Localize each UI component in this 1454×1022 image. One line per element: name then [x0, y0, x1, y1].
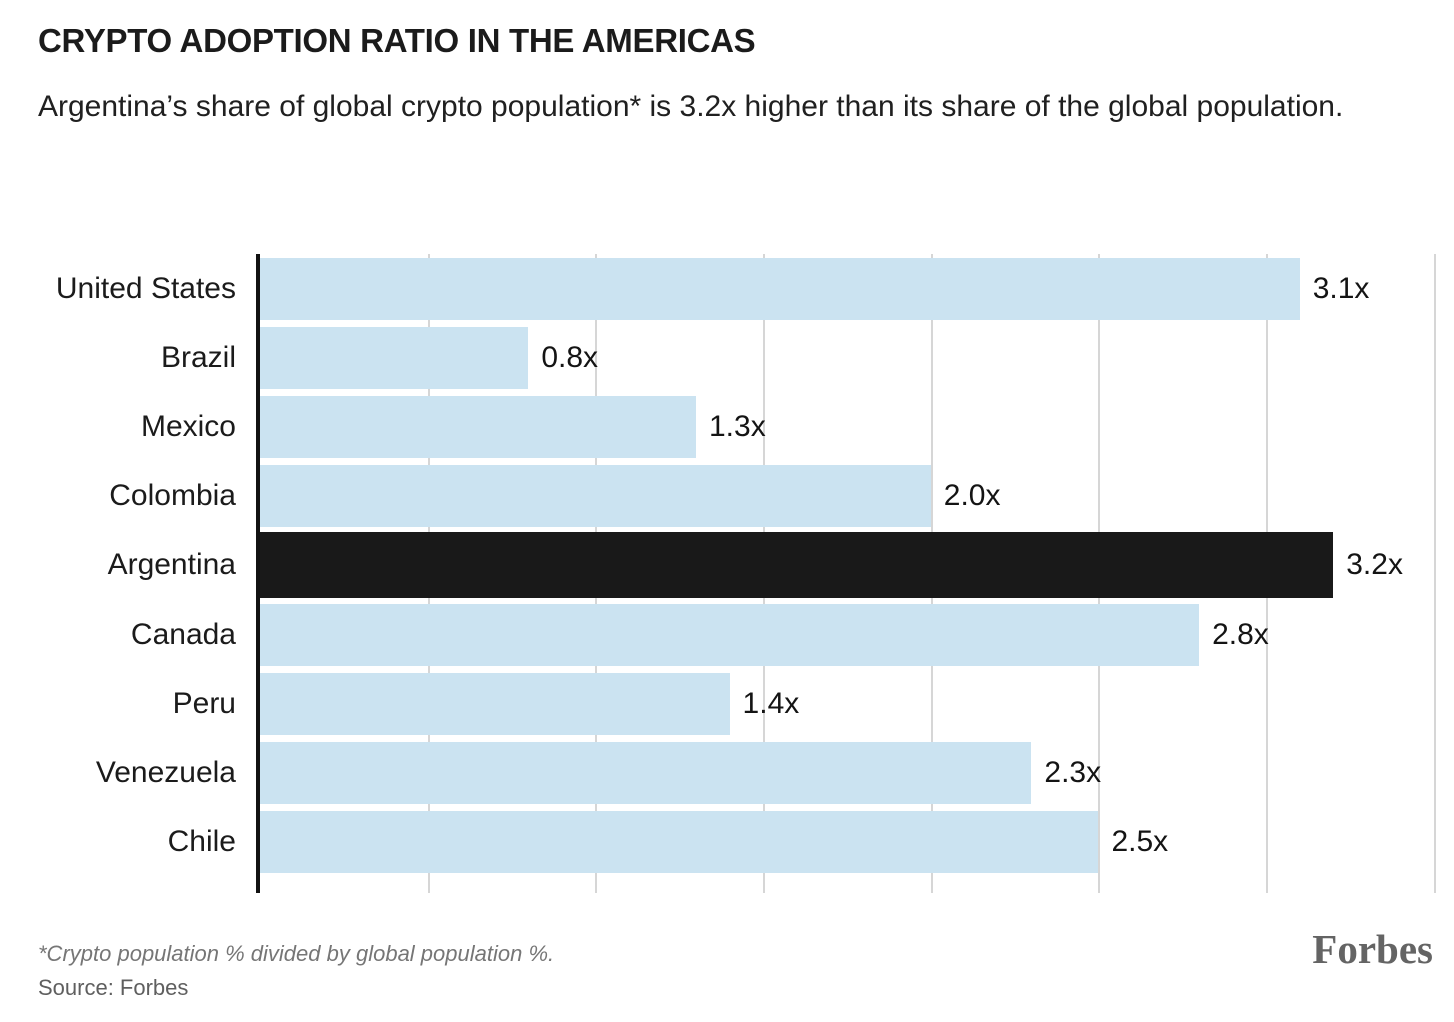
bar-chart: United States 3.1x Brazil 0.8x Mexico 1.3x Col…: [0, 254, 1454, 893]
value-label: 1.3x: [709, 409, 766, 443]
chart-subtitle: Argentina’s share of global crypto popul…: [38, 90, 1344, 123]
bar: [260, 395, 696, 458]
category-label: Mexico: [140, 409, 236, 443]
bar-highlighted: [260, 532, 1334, 599]
category-label: Brazil: [160, 340, 236, 374]
chart-row: Peru 1.4x: [0, 669, 1454, 738]
category-label: Canada: [130, 617, 236, 651]
value-label: 2.8x: [1212, 617, 1269, 651]
bar: [260, 257, 1300, 320]
bar-area: 3.1x: [260, 254, 1454, 323]
chart-row: Brazil 0.8x: [0, 323, 1454, 392]
bar: [260, 741, 1032, 804]
bar-area: 2.3x: [260, 738, 1454, 807]
chart-source: Source: Forbes: [38, 975, 189, 1000]
chart-rows: United States 3.1x Brazil 0.8x Mexico 1.3x Col…: [0, 254, 1454, 877]
chart-row: Canada 2.8x: [0, 600, 1454, 669]
bar-area: 3.2x: [260, 531, 1454, 600]
bar-area: 2.5x: [260, 808, 1454, 877]
value-label: 1.4x: [742, 686, 800, 720]
y-axis-line: [256, 254, 260, 893]
chart-title: CRYPTO ADOPTION RATIO IN THE AMERICAS: [38, 22, 756, 59]
bar-area: 2.0x: [260, 462, 1454, 531]
chart-footnote: *Crypto population % divided by global p…: [38, 941, 555, 966]
value-label: 3.1x: [1312, 271, 1370, 305]
bar: [260, 672, 730, 735]
value-label: 0.8x: [541, 340, 599, 374]
value-label: 2.0x: [943, 479, 1001, 513]
bar: [260, 603, 1200, 666]
chart-row: United States 3.1x: [0, 254, 1454, 323]
chart-row: Venezuela 2.3x: [0, 738, 1454, 807]
chart-row: Mexico 1.3x: [0, 392, 1454, 461]
forbes-logo: Forbes: [1312, 926, 1433, 972]
bar: [260, 326, 529, 389]
category-label: Colombia: [109, 479, 236, 513]
category-label: United States: [55, 271, 236, 305]
category-label: Venezuela: [95, 755, 236, 789]
chart-row: Colombia 2.0x: [0, 462, 1454, 531]
category-label: Peru: [172, 686, 236, 720]
category-label: Argentina: [107, 548, 236, 582]
gridline: [1433, 254, 1436, 893]
value-label: 2.3x: [1044, 755, 1102, 789]
chart-row: Argentina 3.2x: [0, 531, 1454, 600]
bar-area: 1.3x: [260, 392, 1454, 461]
value-label: 2.5x: [1111, 825, 1169, 859]
category-label: Chile: [167, 825, 236, 859]
bar-area: 0.8x: [260, 323, 1454, 392]
bar-area: 2.8x: [260, 600, 1454, 669]
value-label: 3.2x: [1346, 548, 1403, 582]
chart-row: Chile 2.5x: [0, 808, 1454, 877]
bar-area: 1.4x: [260, 669, 1454, 738]
bar: [260, 465, 931, 528]
bar: [260, 811, 1099, 874]
